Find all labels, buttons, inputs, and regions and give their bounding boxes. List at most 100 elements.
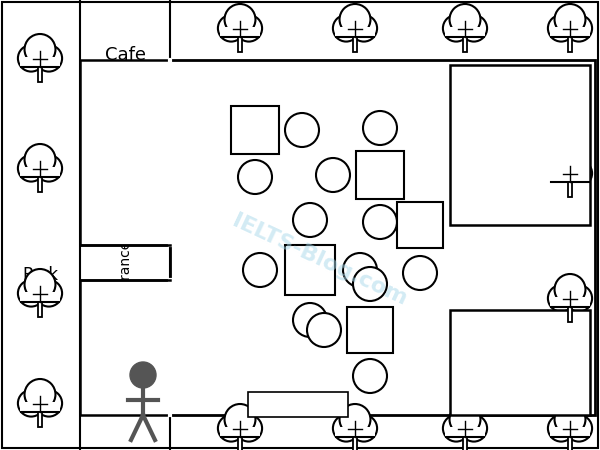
Circle shape bbox=[548, 415, 574, 441]
Bar bbox=[38, 177, 41, 192]
Bar bbox=[38, 67, 41, 81]
Bar bbox=[20, 402, 60, 413]
Circle shape bbox=[461, 15, 487, 41]
Circle shape bbox=[548, 160, 574, 187]
Text: Terrace: Terrace bbox=[97, 307, 153, 323]
Bar bbox=[220, 27, 260, 38]
Circle shape bbox=[224, 404, 256, 435]
Circle shape bbox=[350, 15, 377, 41]
Bar bbox=[353, 437, 356, 450]
Circle shape bbox=[350, 415, 377, 441]
Bar bbox=[20, 167, 60, 178]
Circle shape bbox=[554, 404, 586, 435]
Bar bbox=[285, 245, 335, 295]
Circle shape bbox=[548, 285, 574, 311]
Circle shape bbox=[307, 313, 341, 347]
Text: Cafe: Cafe bbox=[104, 46, 146, 64]
Circle shape bbox=[449, 4, 481, 35]
Text: 10 years: 10 years bbox=[86, 71, 164, 89]
Text: Cashier: Cashier bbox=[277, 399, 319, 409]
Bar bbox=[550, 427, 590, 438]
Circle shape bbox=[353, 267, 387, 301]
Bar bbox=[170, 60, 595, 415]
Bar bbox=[550, 172, 590, 183]
Circle shape bbox=[18, 280, 44, 306]
Circle shape bbox=[218, 15, 244, 41]
Text: WC: WC bbox=[495, 353, 525, 371]
Circle shape bbox=[333, 415, 359, 441]
Bar bbox=[463, 437, 467, 450]
Bar bbox=[568, 37, 572, 51]
Bar bbox=[550, 297, 590, 308]
Bar bbox=[550, 27, 590, 38]
Bar bbox=[335, 427, 375, 438]
Text: ago: ago bbox=[108, 96, 142, 114]
Circle shape bbox=[443, 415, 469, 441]
Text: Entrance: Entrance bbox=[118, 239, 132, 301]
Bar bbox=[220, 427, 260, 438]
Circle shape bbox=[316, 158, 350, 192]
Circle shape bbox=[566, 160, 592, 187]
Bar bbox=[397, 202, 443, 248]
Circle shape bbox=[554, 274, 586, 305]
Circle shape bbox=[353, 359, 387, 393]
Circle shape bbox=[238, 160, 272, 194]
Circle shape bbox=[236, 415, 262, 441]
Circle shape bbox=[461, 415, 487, 441]
Circle shape bbox=[548, 15, 574, 41]
Bar bbox=[238, 437, 242, 450]
Bar bbox=[80, 280, 170, 415]
Circle shape bbox=[130, 362, 156, 388]
Circle shape bbox=[566, 285, 592, 311]
Bar bbox=[463, 37, 467, 51]
Bar bbox=[238, 37, 242, 51]
Bar bbox=[445, 427, 485, 438]
Circle shape bbox=[340, 4, 370, 35]
Bar bbox=[568, 307, 572, 321]
Circle shape bbox=[25, 269, 55, 300]
Circle shape bbox=[18, 45, 44, 72]
Circle shape bbox=[35, 390, 62, 417]
Circle shape bbox=[566, 415, 592, 441]
Bar bbox=[353, 37, 356, 51]
Bar bbox=[568, 437, 572, 450]
Bar bbox=[445, 27, 485, 38]
Text: Park: Park bbox=[22, 266, 58, 284]
Circle shape bbox=[293, 303, 327, 337]
Bar bbox=[248, 392, 348, 417]
Bar bbox=[356, 151, 404, 199]
Circle shape bbox=[554, 149, 586, 180]
Circle shape bbox=[285, 113, 319, 147]
Circle shape bbox=[218, 415, 244, 441]
Bar bbox=[450, 65, 590, 225]
Circle shape bbox=[25, 144, 55, 175]
Circle shape bbox=[443, 15, 469, 41]
Circle shape bbox=[35, 45, 62, 72]
Circle shape bbox=[333, 15, 359, 41]
Bar bbox=[20, 292, 60, 303]
Circle shape bbox=[363, 205, 397, 239]
Circle shape bbox=[35, 155, 62, 181]
Circle shape bbox=[236, 15, 262, 41]
Circle shape bbox=[25, 34, 55, 65]
Circle shape bbox=[566, 15, 592, 41]
Circle shape bbox=[224, 4, 256, 35]
Circle shape bbox=[343, 253, 377, 287]
Circle shape bbox=[18, 155, 44, 181]
Circle shape bbox=[293, 203, 327, 237]
Circle shape bbox=[340, 404, 370, 435]
Circle shape bbox=[363, 111, 397, 145]
Text: IELTS-Blog.com: IELTS-Blog.com bbox=[229, 211, 410, 309]
Bar bbox=[450, 310, 590, 415]
Circle shape bbox=[554, 4, 586, 35]
Bar bbox=[335, 27, 375, 38]
Circle shape bbox=[243, 253, 277, 287]
Circle shape bbox=[18, 390, 44, 417]
Bar bbox=[568, 182, 572, 197]
Text: Kitchen: Kitchen bbox=[481, 138, 539, 153]
Bar bbox=[38, 302, 41, 316]
Circle shape bbox=[35, 280, 62, 306]
Circle shape bbox=[403, 256, 437, 290]
Bar bbox=[347, 307, 393, 353]
Circle shape bbox=[449, 404, 481, 435]
